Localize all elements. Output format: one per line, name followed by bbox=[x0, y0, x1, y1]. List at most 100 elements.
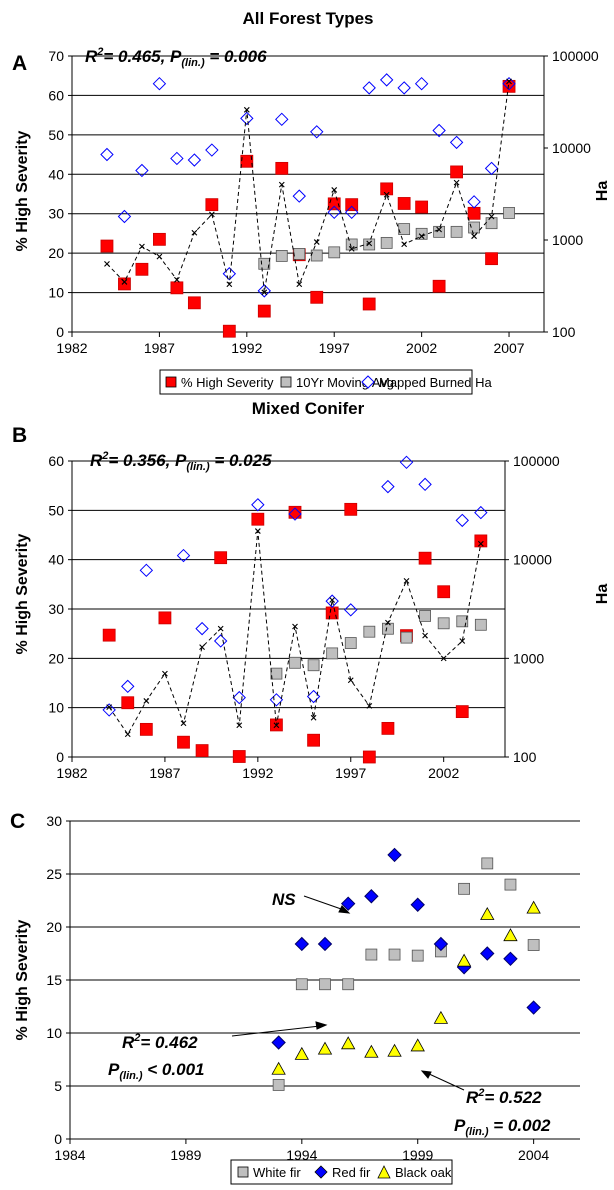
diamond-marker bbox=[135, 163, 149, 178]
triangle-marker bbox=[317, 1041, 333, 1055]
gray-square-marker bbox=[272, 1079, 285, 1091]
panel-c-ylabel: % High Severity bbox=[14, 919, 31, 1040]
legend-red-fir: Red fir bbox=[332, 1165, 371, 1180]
panel-b-ylabel: % High Severity bbox=[14, 533, 31, 654]
x-marker bbox=[217, 625, 224, 632]
x-marker bbox=[440, 655, 447, 662]
y2-tick-label: 100 bbox=[513, 749, 537, 765]
gray-square-marker bbox=[307, 659, 320, 672]
gray-square-marker bbox=[326, 647, 339, 660]
diamond-marker bbox=[102, 703, 116, 717]
triangle-marker bbox=[456, 953, 472, 967]
gray-square-marker bbox=[363, 238, 376, 251]
red-square-marker bbox=[432, 279, 446, 293]
diamond-marker bbox=[379, 73, 394, 87]
x-marker bbox=[226, 281, 233, 288]
gray-square-marker bbox=[380, 236, 393, 249]
gray-square-marker bbox=[258, 257, 271, 270]
red-square-marker bbox=[344, 502, 358, 516]
gray-square-marker bbox=[415, 227, 428, 240]
gray-square-marker bbox=[295, 978, 308, 991]
y-tick-label: 0 bbox=[56, 749, 64, 765]
diamond-marker bbox=[387, 847, 402, 863]
red-square-marker bbox=[437, 585, 451, 599]
y-tick-label: 20 bbox=[48, 650, 64, 666]
diamond-marker bbox=[294, 936, 310, 952]
y-tick-label: 70 bbox=[48, 48, 64, 64]
x-tick-label: 2002 bbox=[406, 340, 437, 356]
y-tick-label: 30 bbox=[48, 206, 64, 222]
diamond-marker bbox=[526, 1000, 541, 1015]
diamond-marker bbox=[503, 951, 518, 967]
gray-square-marker bbox=[419, 610, 431, 622]
y-tick-label: 30 bbox=[46, 813, 62, 829]
x-marker bbox=[191, 229, 198, 236]
panel-a-title: All Forest Types bbox=[243, 9, 374, 28]
x-tick-label: 1999 bbox=[402, 1147, 433, 1163]
panel-c-annotation-blackoak: R2= 0.522 bbox=[466, 1087, 542, 1107]
y2-tick-label: 100000 bbox=[552, 48, 599, 64]
panel-a-plot: 0 10 20 30 40 50 60 70 100 1000 10000 100000 1982 198… bbox=[48, 48, 599, 356]
diamond-marker bbox=[467, 195, 481, 209]
diamond-marker bbox=[364, 889, 379, 904]
x-marker bbox=[139, 243, 145, 250]
red-square-marker bbox=[381, 721, 395, 735]
red-square-marker bbox=[310, 290, 324, 304]
diamond-marker bbox=[139, 563, 154, 578]
x-marker bbox=[422, 632, 428, 639]
diamond-marker bbox=[269, 693, 284, 707]
red-square-marker bbox=[214, 551, 228, 565]
red-square-marker bbox=[187, 296, 201, 310]
gray-square-marker bbox=[503, 207, 515, 219]
triangle-marker bbox=[271, 1061, 286, 1075]
diamond-marker bbox=[502, 76, 516, 91]
x-tick-label: 1982 bbox=[56, 765, 87, 781]
panel-c-annotation-ns: NS bbox=[272, 890, 296, 909]
x-marker bbox=[273, 722, 280, 729]
x-marker bbox=[453, 179, 460, 186]
gray-square-marker bbox=[382, 622, 394, 635]
y-tick-label: 10 bbox=[46, 1025, 62, 1041]
red-square-marker bbox=[362, 750, 376, 764]
y-tick-label: 20 bbox=[48, 245, 64, 261]
x-marker bbox=[401, 241, 408, 248]
y-tick-label: 50 bbox=[48, 502, 64, 518]
diamond-marker bbox=[222, 267, 237, 281]
triangle-marker bbox=[526, 900, 541, 914]
red-square-marker bbox=[485, 252, 498, 266]
arrowhead-ns bbox=[338, 905, 351, 914]
y-tick-label: 10 bbox=[48, 285, 64, 301]
arrow-blackoak bbox=[426, 1072, 465, 1091]
gray-square-marker bbox=[433, 225, 446, 238]
diamond-marker bbox=[195, 621, 209, 636]
x-marker bbox=[383, 191, 390, 198]
x-marker bbox=[174, 276, 180, 283]
x-marker bbox=[348, 246, 355, 252]
diamond-marker bbox=[344, 205, 359, 220]
x-marker bbox=[243, 106, 250, 113]
gray-square-marker bbox=[527, 939, 540, 951]
red-square-marker bbox=[418, 551, 432, 565]
x-marker bbox=[366, 240, 373, 247]
diamond-marker bbox=[275, 112, 289, 127]
diamond-marker bbox=[399, 455, 414, 470]
red-square-marker bbox=[135, 262, 149, 276]
diamond-marker bbox=[187, 153, 202, 167]
diamond-marker bbox=[474, 505, 488, 520]
gray-square-marker bbox=[345, 238, 358, 251]
diamond-marker bbox=[344, 603, 358, 617]
legend-top-frame bbox=[159, 369, 473, 395]
gray-square-marker bbox=[319, 978, 331, 991]
y-tick-label: 50 bbox=[48, 127, 64, 143]
red-square-marker bbox=[121, 696, 135, 710]
gray-square-marker bbox=[485, 217, 498, 230]
red-square-marker bbox=[118, 277, 131, 291]
legend-whitefir-icon bbox=[237, 1166, 249, 1178]
legend-high-severity: % High Severity bbox=[181, 375, 274, 390]
panel-a-letter: A bbox=[12, 52, 27, 75]
diamond-marker bbox=[213, 634, 228, 648]
triangle-marker bbox=[410, 1038, 425, 1052]
triangle-marker bbox=[364, 1044, 379, 1058]
y2-tick-label: 1000 bbox=[552, 232, 583, 248]
legend-redfir-icon bbox=[314, 1165, 328, 1179]
